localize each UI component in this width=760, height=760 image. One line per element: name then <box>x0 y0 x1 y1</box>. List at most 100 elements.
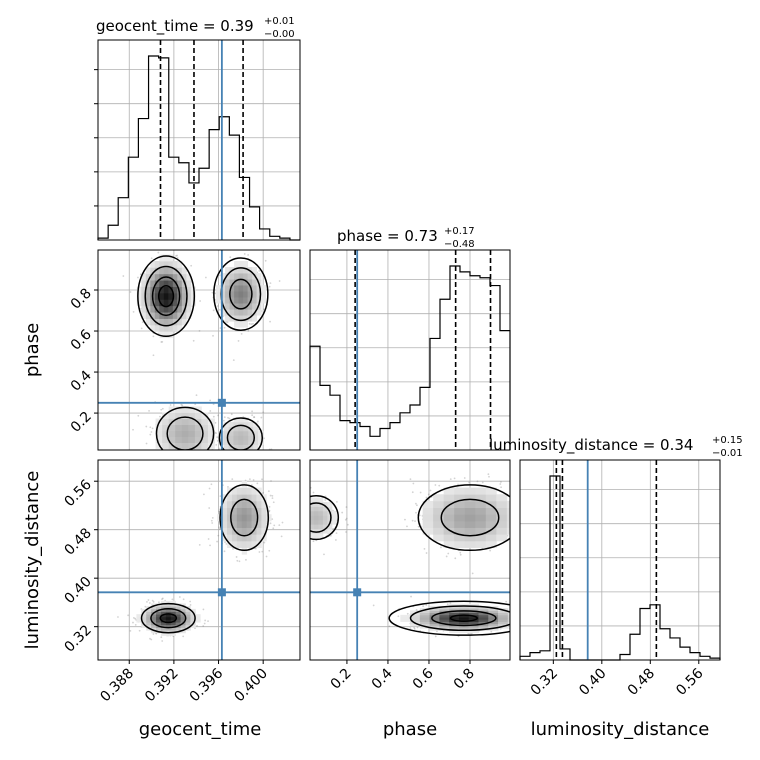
density-cell <box>506 520 510 528</box>
density-cell <box>207 436 215 444</box>
density-cell <box>150 312 156 319</box>
hist-luminosity-distance-panel <box>519 459 721 661</box>
density-cell <box>251 540 257 548</box>
density-cell <box>141 608 147 612</box>
density-cell <box>162 442 170 450</box>
density-cell <box>201 412 209 419</box>
sample-point <box>217 534 220 537</box>
sample-point <box>137 414 140 417</box>
sample-point <box>238 560 241 563</box>
density-cell <box>247 303 253 310</box>
density-cell <box>163 299 169 307</box>
density-cell <box>496 520 508 528</box>
density-cell <box>170 611 177 615</box>
sample-point <box>269 282 272 285</box>
density-cell <box>488 608 499 611</box>
sample-point <box>416 626 419 629</box>
density-cell <box>162 448 170 450</box>
sample-point <box>269 522 272 525</box>
density-cell <box>220 291 226 298</box>
posterior-phase-vs-geocent-time-panel <box>97 249 301 451</box>
sample-point <box>235 556 238 558</box>
density-cell <box>251 527 257 535</box>
density-cell <box>241 534 248 542</box>
density-cell <box>165 611 172 615</box>
sample-point <box>219 495 222 498</box>
sample-point <box>216 436 219 439</box>
sample-point <box>149 433 152 436</box>
density-cell <box>468 612 479 616</box>
density-cell <box>243 309 249 316</box>
density-cell <box>236 534 243 542</box>
density-cell <box>518 615 528 618</box>
density-cell <box>310 510 315 516</box>
sample-point <box>145 442 148 445</box>
density-cell <box>190 608 196 612</box>
density-cell <box>190 619 196 623</box>
title-luminosity-distance-plus: +0.15 <box>712 435 743 446</box>
density-cell <box>253 439 259 445</box>
density-cell <box>419 614 431 618</box>
density-cell <box>498 612 509 616</box>
density-cell <box>151 619 157 623</box>
density-cell <box>248 448 254 450</box>
density-cell <box>159 318 165 326</box>
density-cell <box>256 285 262 292</box>
density-cell <box>145 318 151 326</box>
density-cell <box>216 297 221 304</box>
sample-point <box>341 511 344 514</box>
density-cell <box>496 507 508 515</box>
density-cell <box>238 279 244 286</box>
density-cell <box>443 494 455 502</box>
density-cell <box>252 297 258 304</box>
density-cell <box>201 418 209 425</box>
density-cell <box>243 297 249 304</box>
density-cell <box>248 421 254 427</box>
sample-point <box>261 478 263 481</box>
sample-point <box>312 540 315 543</box>
density-cell <box>155 436 163 444</box>
density-cell <box>485 520 497 528</box>
density-cell <box>220 273 226 280</box>
geocent-time-tick-label: 0.396 <box>187 665 227 705</box>
sample-point <box>422 605 425 608</box>
title-phase-plus: +0.17 <box>444 226 475 237</box>
sample-point <box>413 628 416 630</box>
sample-point <box>204 276 207 279</box>
density-cell <box>231 514 238 522</box>
density-cell <box>180 603 186 607</box>
sample-point <box>434 484 437 486</box>
sample-point <box>192 339 195 342</box>
density-cell <box>136 286 142 294</box>
sample-point <box>346 523 349 526</box>
density-cell <box>261 500 267 508</box>
density-cell <box>458 614 470 618</box>
density-cell <box>234 303 240 310</box>
density-cell <box>310 515 315 521</box>
density-cell <box>188 442 196 450</box>
sample-point <box>203 622 206 625</box>
density-cell <box>236 494 243 502</box>
density-cell <box>150 260 156 268</box>
density-cell <box>454 534 466 542</box>
sample-point <box>397 615 400 618</box>
contour-line <box>431 610 497 627</box>
sample-point <box>273 524 276 527</box>
sample-point <box>406 612 409 615</box>
sample-point <box>207 620 209 623</box>
density-cell <box>419 619 431 622</box>
density-cell <box>159 260 165 268</box>
sample-point <box>404 518 406 521</box>
sample-point <box>271 497 274 499</box>
density-cell <box>170 624 177 628</box>
density-cell <box>488 605 499 609</box>
density-cell <box>194 430 202 437</box>
density-cell <box>185 614 191 618</box>
density-cell <box>156 619 162 623</box>
density-cell <box>429 625 440 629</box>
density-cell <box>485 534 497 542</box>
density-cell <box>141 619 147 623</box>
contour-line <box>440 498 500 537</box>
density-cell <box>188 424 196 431</box>
density-cell <box>156 606 162 610</box>
